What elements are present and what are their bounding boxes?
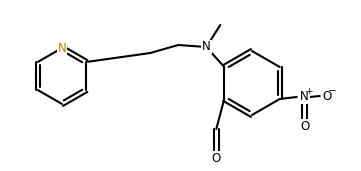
Text: O: O	[300, 120, 309, 133]
Text: O: O	[322, 89, 331, 102]
Text: N: N	[58, 42, 66, 55]
Text: N: N	[202, 41, 211, 54]
Text: O: O	[212, 152, 221, 165]
Text: +: +	[305, 88, 313, 96]
Text: N: N	[300, 90, 309, 103]
Text: −: −	[329, 86, 337, 96]
